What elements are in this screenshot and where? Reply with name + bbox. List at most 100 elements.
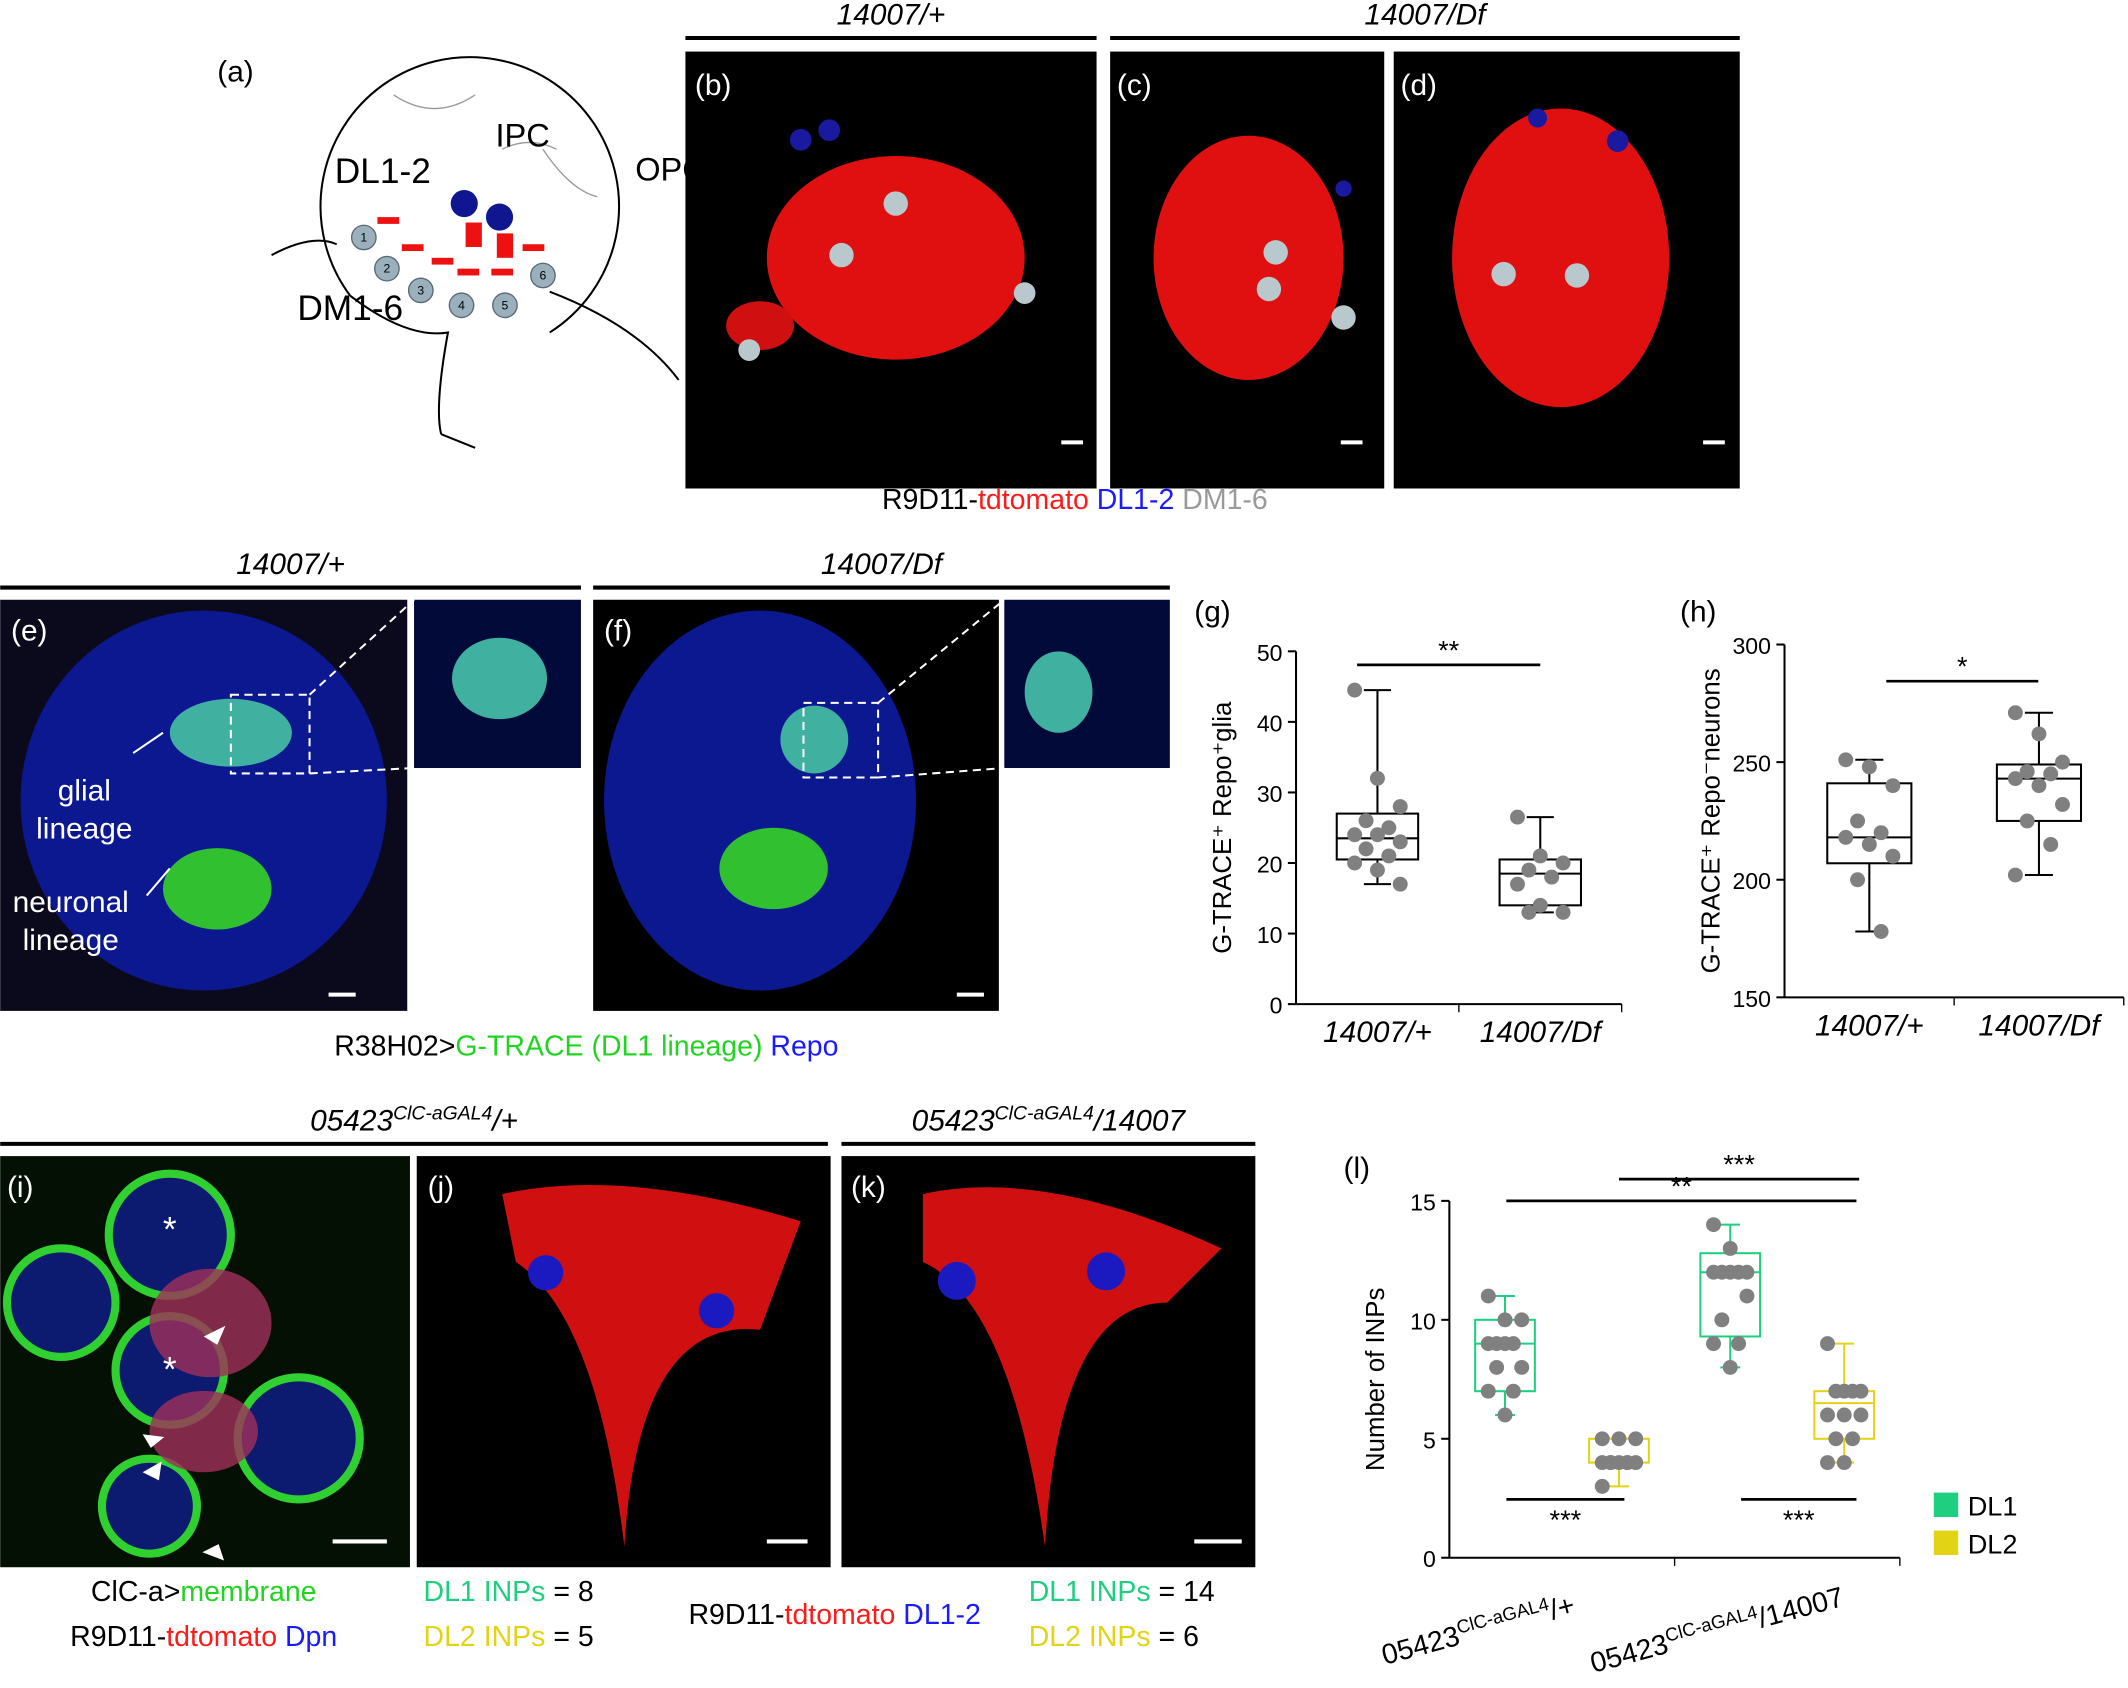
genotype-header: 14007/+ <box>236 548 345 581</box>
y-axis-label: Number of INPs <box>1362 1288 1390 1471</box>
data-point <box>1594 1478 1610 1494</box>
data-point <box>2007 705 2023 721</box>
data-point <box>1845 1383 1861 1399</box>
data-point <box>1873 924 1889 939</box>
panel-label: (h) <box>1680 595 1716 628</box>
data-point <box>1347 855 1363 871</box>
data-point <box>1521 862 1537 878</box>
y-axis-label: G-TRACE⁺ Repo⁺glia <box>1209 701 1237 954</box>
genotype-header-text: 14007/+ <box>236 548 345 581</box>
data-point <box>1619 1455 1635 1471</box>
caption: R9D11-tdtomato DL1-2 <box>688 1599 980 1631</box>
y-tick-label: 30 <box>1257 781 1283 807</box>
genotype-header: 14007/Df <box>821 548 945 581</box>
schematic-label: IPC <box>495 118 549 154</box>
data-point <box>1392 799 1408 815</box>
genotype-header-text: 14007/Df <box>821 548 945 581</box>
significance-label: *** <box>1723 1149 1755 1180</box>
caption-part: DL1-2 <box>1089 484 1175 516</box>
data-point <box>1850 872 1866 888</box>
x-tick-label: 05423ClC-aGAL4/14007 <box>1586 1578 1847 1679</box>
genotype-header: 14007/+ <box>837 0 946 31</box>
caption-part: R38H02> <box>334 1031 455 1063</box>
data-point <box>1358 841 1374 857</box>
caption-part: = 6 <box>1151 1621 1199 1653</box>
box <box>1474 1318 1536 1393</box>
genotype-header: 14007/Df <box>1364 0 1488 31</box>
data-point <box>1836 1407 1852 1423</box>
data-point <box>1369 862 1385 878</box>
y-tick-label: 250 <box>1732 751 1770 777</box>
data-point <box>1369 770 1385 786</box>
data-point <box>1497 1407 1513 1423</box>
panel-label: (f) <box>604 614 632 647</box>
caption-part: Repo <box>762 1031 838 1063</box>
data-point <box>1544 869 1560 885</box>
caption: DL2 INPs = 5 <box>424 1621 594 1653</box>
genotype-header-text: 14007/Df <box>1364 0 1488 31</box>
data-point <box>1594 1431 1610 1447</box>
x-tick-label-sup: ClC-aGAL4 <box>1663 1601 1760 1646</box>
data-point <box>2043 766 2059 782</box>
data-point <box>1381 820 1397 836</box>
data-point <box>1731 1336 1747 1352</box>
neuroblast-number: 3 <box>417 283 424 297</box>
neuroblast-number: 1 <box>360 231 367 245</box>
genotype-header-sup: ClC-aGAL4 <box>393 1102 492 1124</box>
y-tick-label: 20 <box>1257 851 1283 877</box>
genotype-header-sup: ClC-aGAL4 <box>995 1102 1094 1124</box>
data-point <box>1722 1240 1738 1256</box>
genotype-header-rest: /+ <box>490 1104 518 1137</box>
significance-label: ** <box>1671 1170 1693 1201</box>
data-point <box>1838 752 1854 768</box>
genotype-header-text: 14007/+ <box>837 0 946 31</box>
legend-label: DL2 <box>1968 1529 2018 1560</box>
x-tick-label-rest: /+ <box>1546 1589 1578 1626</box>
x-tick-label: 14007/Df <box>1480 1016 1604 1049</box>
legend-swatch <box>1933 1530 1959 1556</box>
panel-label: (e) <box>11 614 47 647</box>
data-point <box>1480 1383 1496 1399</box>
y-tick-label: 150 <box>1732 986 1770 1012</box>
data-point <box>1514 1312 1530 1328</box>
data-point <box>1555 855 1571 871</box>
caption-part: = 14 <box>1151 1576 1215 1608</box>
y-tick-label: 5 <box>1423 1427 1436 1453</box>
data-point <box>1347 682 1363 698</box>
data-point <box>1873 825 1889 841</box>
data-point <box>1611 1431 1627 1447</box>
data-point <box>1510 876 1525 892</box>
data-point <box>1555 904 1571 920</box>
data-point <box>1739 1288 1755 1304</box>
caption-part: R9D11- <box>70 1621 166 1653</box>
caption: ClC-a>membrane <box>91 1576 317 1608</box>
y-tick-label: 50 <box>1257 640 1283 666</box>
data-point <box>2055 754 2070 770</box>
image-label: neuronal <box>13 886 129 919</box>
data-point <box>2043 836 2059 852</box>
caption: R9D11-tdtomato Dpn <box>70 1621 337 1653</box>
data-point <box>2007 867 2023 883</box>
data-point <box>1381 848 1397 864</box>
x-tick-label-base: 05423 <box>1378 1620 1463 1671</box>
data-point <box>2031 778 2047 794</box>
x-tick-label: 14007/+ <box>1815 1009 1924 1042</box>
schematic-label: OPC <box>635 151 706 187</box>
genotype-header: 05423ClC-aGAL4/14007 <box>912 1102 1187 1137</box>
caption: DL1 INPs = 14 <box>1029 1576 1215 1608</box>
panel-label: (l) <box>1344 1152 1371 1185</box>
data-point <box>1722 1264 1738 1280</box>
image-label: glial <box>58 775 111 808</box>
caption: R9D11-tdtomato DL1-2 DM1-6 <box>882 484 1268 516</box>
genotype-header-rest: /14007 <box>1092 1104 1187 1137</box>
data-point <box>1828 1383 1844 1399</box>
caption-part: R9D11- <box>882 484 978 516</box>
image-label: lineage <box>23 924 119 957</box>
significance-label: *** <box>1783 1504 1815 1535</box>
data-point <box>2055 797 2070 812</box>
data-point <box>1347 827 1363 843</box>
data-point <box>1514 1359 1530 1375</box>
caption: DL2 INPs = 6 <box>1029 1621 1199 1653</box>
micrographs <box>0 51 1740 1568</box>
